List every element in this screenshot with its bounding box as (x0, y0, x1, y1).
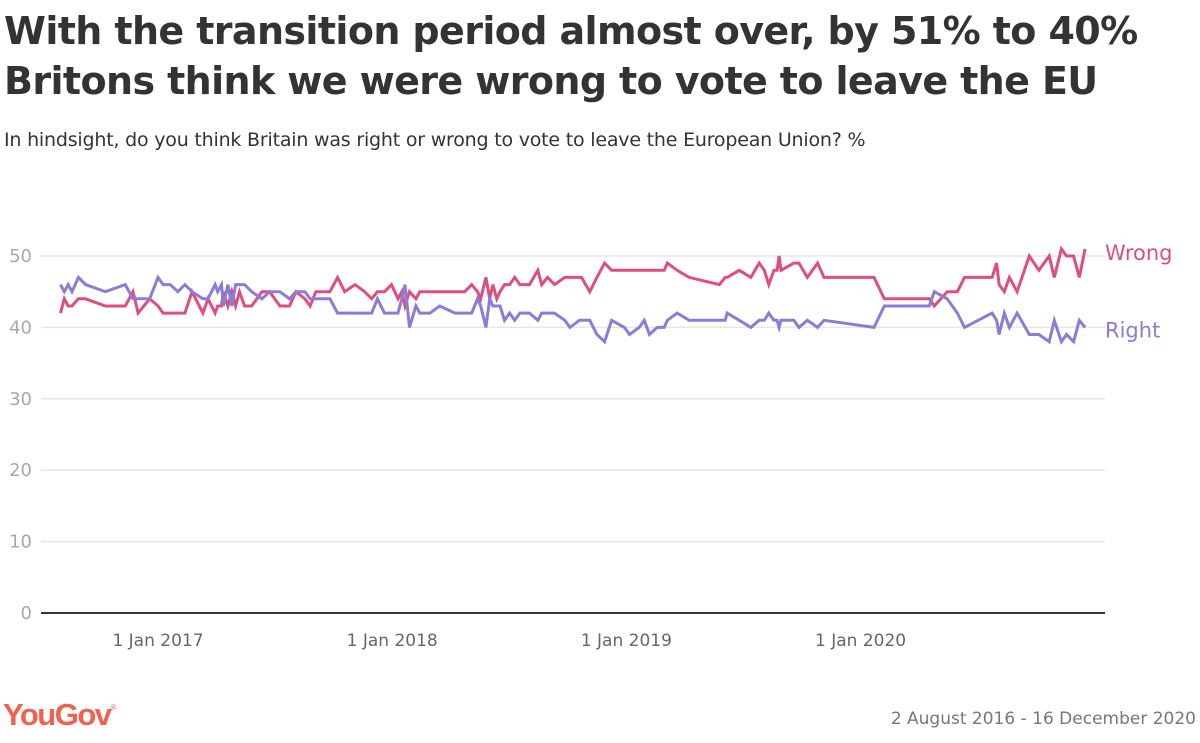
series-lines (59, 245, 1087, 345)
y-tick-label: 0 (21, 603, 32, 624)
y-axis-ticks: 0 10 20 30 40 50 (9, 246, 32, 624)
series-line-right (59, 274, 1087, 345)
x-axis-ticks: 1 Jan 2017 1 Jan 2018 1 Jan 2019 1 Jan 2020 (112, 631, 906, 651)
series-label-wrong: Wrong (1105, 241, 1172, 265)
x-tick-label: 1 Jan 2019 (581, 631, 672, 651)
y-tick-label: 30 (9, 389, 32, 410)
chart-title: With the transition period almost over, … (4, 9, 1138, 103)
x-tick-label: 1 Jan 2020 (815, 631, 906, 651)
y-tick-label: 20 (9, 460, 32, 481)
gridlines (41, 255, 1105, 614)
x-tick-label: 1 Jan 2017 (112, 631, 203, 651)
registered-mark: ® (110, 702, 117, 712)
yougov-logo: YouGov® (3, 697, 116, 733)
chart-subtitle: In hindsight, do you think Britain was r… (4, 129, 866, 151)
series-labels: Wrong Right (1105, 241, 1172, 343)
brand-name: YouGov (3, 697, 112, 732)
y-tick-label: 10 (9, 532, 32, 553)
y-tick-label: 40 (9, 317, 32, 338)
y-tick-label: 50 (9, 246, 32, 267)
x-tick-label: 1 Jan 2018 (347, 631, 438, 651)
date-range: 2 August 2016 - 16 December 2020 (890, 709, 1196, 729)
series-label-right: Right (1105, 318, 1160, 342)
